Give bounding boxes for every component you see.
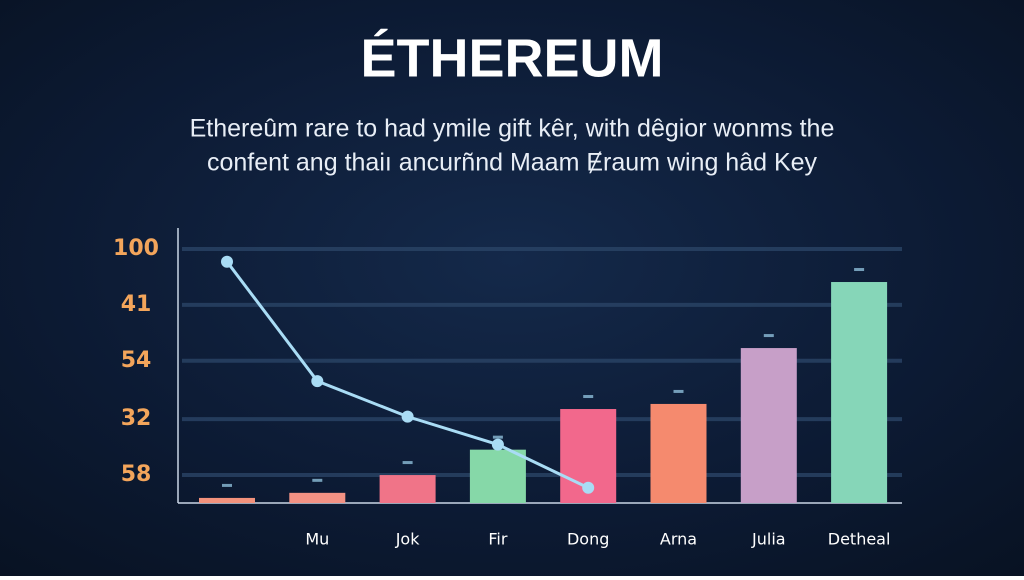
chart-title: ÉTHEREUM	[360, 28, 663, 88]
x-tick-label: Detheal	[828, 530, 891, 549]
bar-icon	[583, 395, 594, 399]
x-tick-label: Jok	[395, 530, 421, 549]
bar-icon	[402, 461, 413, 465]
x-tick-label: Julia	[751, 530, 786, 549]
bar	[650, 403, 707, 503]
line-point	[401, 410, 414, 423]
x-tick-label: Mu	[305, 530, 329, 549]
bar-icon	[492, 435, 503, 439]
x-tick-label: Arna	[660, 530, 697, 549]
y-tick-label: 58	[121, 462, 152, 487]
bar-icon	[222, 483, 232, 487]
subtitle: Etherеûm rare to had ymile gift kêr, wit…	[190, 115, 835, 143]
bar-icon	[854, 268, 865, 272]
bar-icon	[312, 478, 323, 482]
line-point	[491, 438, 504, 451]
bar	[379, 475, 436, 503]
bar-icon	[673, 389, 684, 393]
line-point	[311, 375, 324, 388]
line-point	[582, 481, 595, 494]
bar-icon	[763, 334, 774, 338]
bar	[469, 449, 526, 503]
y-tick-label: 41	[121, 292, 152, 317]
bar	[831, 282, 888, 503]
bar	[199, 497, 255, 503]
y-tick-label: 54	[121, 348, 152, 373]
subtitle: confent ang thaiı ancurñnd Maam Ɇraum wi…	[207, 149, 818, 177]
bar	[740, 348, 797, 503]
y-tick-label: 100	[113, 236, 159, 261]
bar	[289, 492, 346, 503]
y-tick-label: 32	[121, 406, 152, 431]
line-point	[221, 255, 233, 268]
x-tick-label: Dong	[567, 530, 609, 549]
x-tick-label: Fir	[488, 530, 507, 549]
